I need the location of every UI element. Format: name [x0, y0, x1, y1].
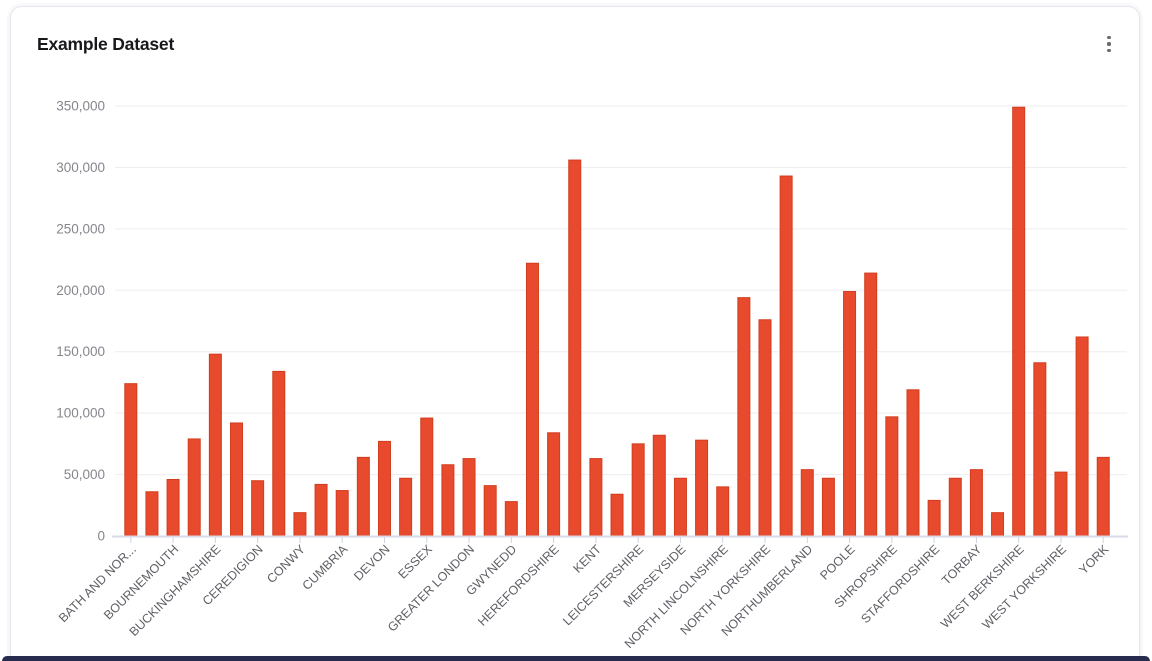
bar[interactable]	[547, 432, 561, 537]
bar[interactable]	[1012, 106, 1026, 537]
bar[interactable]	[441, 464, 455, 537]
bar[interactable]	[991, 512, 1005, 537]
y-axis-tick-label: 200,000	[56, 283, 105, 298]
bar[interactable]	[589, 458, 603, 537]
y-axis-tick-label: 300,000	[56, 160, 105, 175]
bar[interactable]	[293, 512, 307, 537]
x-axis-tick-label: LEICESTERSHIRE	[560, 542, 646, 628]
bar[interactable]	[737, 297, 751, 537]
bar[interactable]	[251, 480, 265, 537]
y-axis-tick-label: 150,000	[56, 344, 105, 359]
x-axis-tick-label: BATH AND NOR...	[56, 542, 139, 625]
kebab-menu-icon	[1107, 36, 1111, 40]
bar[interactable]	[695, 439, 709, 537]
bar[interactable]	[124, 383, 138, 537]
x-axis-tick-label: CONWY	[264, 542, 308, 586]
bar[interactable]	[969, 469, 983, 537]
card-title: Example Dataset	[37, 34, 175, 54]
x-axis-tick-label: HEREFORDSHIRE	[475, 542, 562, 629]
bar[interactable]	[568, 159, 582, 537]
bar[interactable]	[187, 438, 201, 537]
kebab-menu-icon	[1107, 48, 1111, 52]
bar[interactable]	[335, 490, 349, 537]
x-axis-tick-label: POOLE	[817, 542, 857, 582]
x-axis-tick-label: BOURNEMOUTH	[101, 542, 181, 622]
bar[interactable]	[673, 477, 687, 537]
bar[interactable]	[652, 434, 666, 537]
x-axis-tick-label: DEVON	[351, 542, 392, 583]
y-axis-tick-label: 0	[97, 529, 105, 544]
bar[interactable]	[272, 370, 286, 537]
bar[interactable]	[758, 319, 772, 537]
bar[interactable]	[1033, 362, 1047, 537]
bar[interactable]	[462, 458, 476, 537]
bar[interactable]	[821, 477, 835, 537]
bar[interactable]	[948, 477, 962, 537]
y-axis-tick-label: 250,000	[56, 221, 105, 236]
bar[interactable]	[1075, 336, 1089, 537]
bar[interactable]	[145, 491, 159, 537]
card-menu-button[interactable]	[1097, 30, 1121, 58]
bar[interactable]	[716, 486, 730, 537]
bar[interactable]	[927, 499, 941, 537]
x-axis-tick-label: ESSEX	[396, 542, 436, 582]
bar[interactable]	[864, 272, 878, 537]
bar[interactable]	[800, 469, 814, 537]
x-axis-tick-label: WEST YORKSHIRE	[979, 542, 1069, 632]
bar[interactable]	[166, 478, 180, 537]
bar[interactable]	[906, 389, 920, 537]
bar[interactable]	[843, 291, 857, 537]
bar[interactable]	[420, 417, 434, 537]
bar[interactable]	[208, 353, 222, 537]
bar[interactable]	[230, 422, 243, 537]
x-axis-tick-label: STAFFORDSHIRE	[858, 542, 942, 626]
x-axis-tick-label: CUMBRIA	[300, 542, 351, 593]
bar[interactable]	[504, 501, 518, 537]
bar[interactable]	[314, 483, 328, 537]
bar[interactable]	[885, 416, 899, 537]
bar[interactable]	[377, 440, 391, 537]
bar[interactable]	[779, 175, 793, 537]
bar[interactable]	[610, 493, 624, 537]
bar[interactable]	[631, 443, 645, 537]
x-axis-tick-label: KENT	[571, 542, 605, 576]
y-axis-tick-label: 50,000	[64, 467, 105, 482]
y-axis-tick-label: 100,000	[56, 406, 105, 421]
bar[interactable]	[1096, 456, 1110, 537]
x-axis-tick-label: YORK	[1076, 542, 1111, 577]
bar[interactable]	[1054, 471, 1068, 537]
bar[interactable]	[525, 262, 539, 537]
bottom-adjacent-panel-edge	[2, 656, 1150, 661]
kebab-menu-icon	[1107, 42, 1111, 46]
bar[interactable]	[483, 485, 497, 537]
bar[interactable]	[399, 477, 413, 537]
y-axis-tick-label: 350,000	[56, 99, 105, 114]
bar[interactable]	[356, 456, 370, 537]
